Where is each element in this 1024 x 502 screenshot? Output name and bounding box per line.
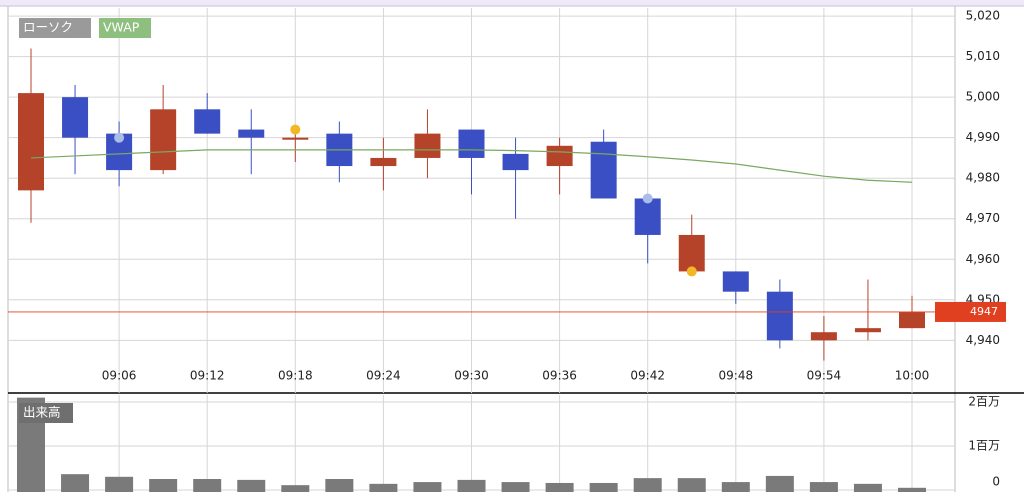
candle-body <box>766 291 793 341</box>
candle-body <box>458 129 485 158</box>
last-price-label: 4947 <box>970 305 998 318</box>
y-tick-label: 5,000 <box>966 90 1000 104</box>
x-tick-label: 09:24 <box>366 369 401 383</box>
candle-body <box>722 271 749 292</box>
candle-body <box>502 153 529 171</box>
volume-bar <box>193 479 222 492</box>
signal-marker <box>686 266 697 277</box>
signal-marker <box>642 193 653 204</box>
legend-badge <box>99 18 151 38</box>
vwap-line <box>30 149 913 183</box>
overlay: ローソク VWAP 出来高 4,9404,9504,9604,9704,9804… <box>19 9 1006 489</box>
y-tick-label: 4,990 <box>966 130 1000 144</box>
candle-body <box>282 137 309 140</box>
candle-body <box>414 133 441 158</box>
volume-bar <box>809 482 838 492</box>
legend-volume: 出来高 <box>23 405 61 420</box>
volume-tick-label: 2百万 <box>968 395 1000 409</box>
x-tick-label: 09:30 <box>454 369 489 383</box>
x-tick-label: 09:12 <box>190 369 225 383</box>
x-tick-label: 09:48 <box>719 369 754 383</box>
legend-vwap: VWAP <box>103 20 140 35</box>
volume-bar <box>149 479 178 492</box>
legend-badge <box>19 403 73 423</box>
last-price-box <box>935 301 1006 322</box>
y-tick-label: 4,940 <box>966 333 1000 347</box>
volume-bar <box>61 474 90 492</box>
candle-body <box>62 97 89 138</box>
volume-bar <box>457 479 486 492</box>
volume-tick-label: 0 <box>992 475 1000 489</box>
signal-marker <box>114 132 125 143</box>
volume-tick-label: 1百万 <box>968 439 1000 453</box>
candle-body <box>238 129 265 138</box>
volume-bar <box>721 482 750 492</box>
y-tick-label: 4,960 <box>966 252 1000 266</box>
volume-bar <box>545 482 574 492</box>
volume-bar <box>413 482 442 492</box>
volume-bar <box>853 483 882 492</box>
legend-candle: ローソク <box>23 20 73 35</box>
x-tick-label: 10:00 <box>895 369 930 383</box>
x-tick-label: 09:42 <box>630 369 665 383</box>
candle-body <box>194 109 221 134</box>
volume-bar <box>677 478 706 492</box>
volume-bar <box>501 482 530 492</box>
volume-bar <box>325 479 354 492</box>
candle-body <box>590 141 617 199</box>
x-tick-label: 09:18 <box>278 369 313 383</box>
y-tick-label: 4,980 <box>966 171 1000 185</box>
candle-body <box>810 332 837 341</box>
candle-body <box>150 109 177 171</box>
volume-bar <box>633 478 662 492</box>
x-tick-label: 09:06 <box>102 369 137 383</box>
signal-marker <box>290 124 301 135</box>
y-tick-label: 5,020 <box>966 9 1000 23</box>
candle-body <box>854 328 881 333</box>
volume-bar <box>369 483 398 492</box>
candle-body <box>18 93 44 191</box>
top-bar <box>0 0 1024 6</box>
marks <box>8 48 935 492</box>
candle-body <box>546 145 573 167</box>
volume-bar <box>765 475 794 492</box>
volume-bar <box>589 482 618 492</box>
legend-badge <box>19 18 91 38</box>
candle-body <box>899 311 925 329</box>
candle-body <box>370 157 397 167</box>
volume-bar <box>105 476 134 492</box>
volume-bar <box>898 487 926 492</box>
candle-body <box>634 198 661 235</box>
y-tick-label: 4,970 <box>966 211 1000 225</box>
volume-bar <box>237 479 266 492</box>
volume-bar <box>281 485 310 492</box>
candle-body <box>678 234 705 272</box>
x-tick-label: 09:54 <box>807 369 842 383</box>
y-tick-label: 5,010 <box>966 49 1000 63</box>
grid <box>8 8 955 492</box>
x-tick-label: 09:36 <box>542 369 577 383</box>
